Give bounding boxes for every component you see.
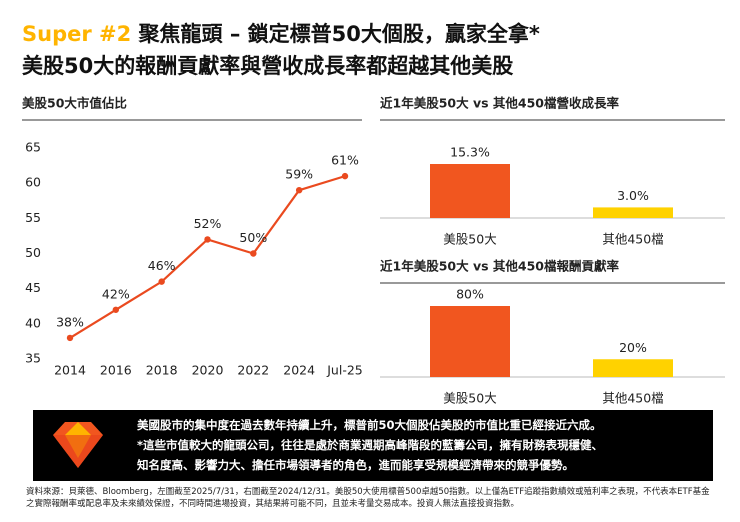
y-tick-label: 40 <box>25 315 41 330</box>
x-tick-label: 2022 <box>237 363 269 378</box>
callout-line: 知名度高、影響力大、擔任市場領導者的角色，進而能享受規模經濟帶來的競爭優勢。 <box>137 458 574 472</box>
x-tick-label: 2020 <box>192 363 224 378</box>
category-label: 其他450檔 <box>602 232 663 247</box>
value-label: 61% <box>331 153 359 168</box>
value-label: 46% <box>148 258 176 273</box>
data-point <box>341 172 349 180</box>
chart-title: 近1年美股50大 vs 其他450檔營收成長率 <box>380 96 619 111</box>
header: Super #2 聚焦龍頭 – 鎖定標普50大個股，贏家全拿* 美股50大的報酬… <box>22 18 540 82</box>
value-label: 42% <box>102 286 130 301</box>
data-point <box>158 278 165 285</box>
callout-box: 美國股市的集中度在過去數年持續上升，標普前50大個股佔美股的市值比重已經接近六成… <box>33 410 713 481</box>
x-tick-label: 2024 <box>283 363 315 378</box>
category-label: 美股50大 <box>443 391 496 406</box>
title: 聚焦龍頭 – 鎖定標普50大個股，贏家全拿* <box>138 22 540 46</box>
value-label: 80% <box>456 287 484 302</box>
diamond-icon <box>53 422 103 468</box>
x-tick-label: 2014 <box>54 363 86 378</box>
value-label: 15.3% <box>450 145 490 160</box>
footnote: 資料來源：貝萊德、Bloomberg，左圖截至2025/7/31，右圖截至202… <box>26 487 710 509</box>
y-tick-label: 60 <box>25 175 41 190</box>
badge: Super #2 <box>22 22 132 46</box>
value-label: 59% <box>285 167 313 182</box>
chart-title: 美股50大市值佔比 <box>22 96 127 111</box>
x-tick-label: 2018 <box>146 363 178 378</box>
bar <box>430 306 510 377</box>
subtitle: 美股50大的報酬貢獻率與營收成長率都超越其他美股 <box>22 54 514 78</box>
data-point <box>295 187 303 194</box>
value-label: 50% <box>239 230 267 245</box>
y-tick-label: 65 <box>25 140 41 155</box>
x-tick-label: Jul-25 <box>326 363 363 378</box>
value-label: 52% <box>194 216 222 231</box>
category-label: 其他450檔 <box>602 391 663 406</box>
data-point <box>204 236 211 243</box>
bar <box>593 207 673 218</box>
title-line: Super #2 聚焦龍頭 – 鎖定標普50大個股，贏家全拿* <box>22 18 540 50</box>
y-tick-label: 45 <box>25 280 41 295</box>
data-line <box>69 175 346 339</box>
data-point <box>66 334 74 342</box>
callout-text: 美國股市的集中度在過去數年持續上升，標普前50大個股佔美股的市值比重已經接近六成… <box>137 415 603 475</box>
chart-title: 近1年美股50大 vs 其他450檔報酬貢獻率 <box>380 259 619 274</box>
value-label: 20% <box>619 340 647 355</box>
y-tick-label: 50 <box>25 245 41 260</box>
value-label: 3.0% <box>617 188 649 203</box>
value-label: 38% <box>56 314 84 329</box>
data-point <box>112 306 120 313</box>
bar <box>593 359 673 377</box>
callout-line: *這些市值較大的龍頭公司，往往是處於商業週期高峰階段的藍籌公司，擁有財務表現穩健… <box>137 438 604 452</box>
x-tick-label: 2016 <box>100 363 132 378</box>
y-tick-label: 55 <box>25 210 41 225</box>
bar <box>430 164 510 218</box>
category-label: 美股50大 <box>443 232 496 247</box>
callout-line: 美國股市的集中度在過去數年持續上升，標普前50大個股佔美股的市值比重已經接近六成… <box>137 418 602 432</box>
data-point <box>250 250 257 257</box>
y-tick-label: 35 <box>25 351 41 366</box>
